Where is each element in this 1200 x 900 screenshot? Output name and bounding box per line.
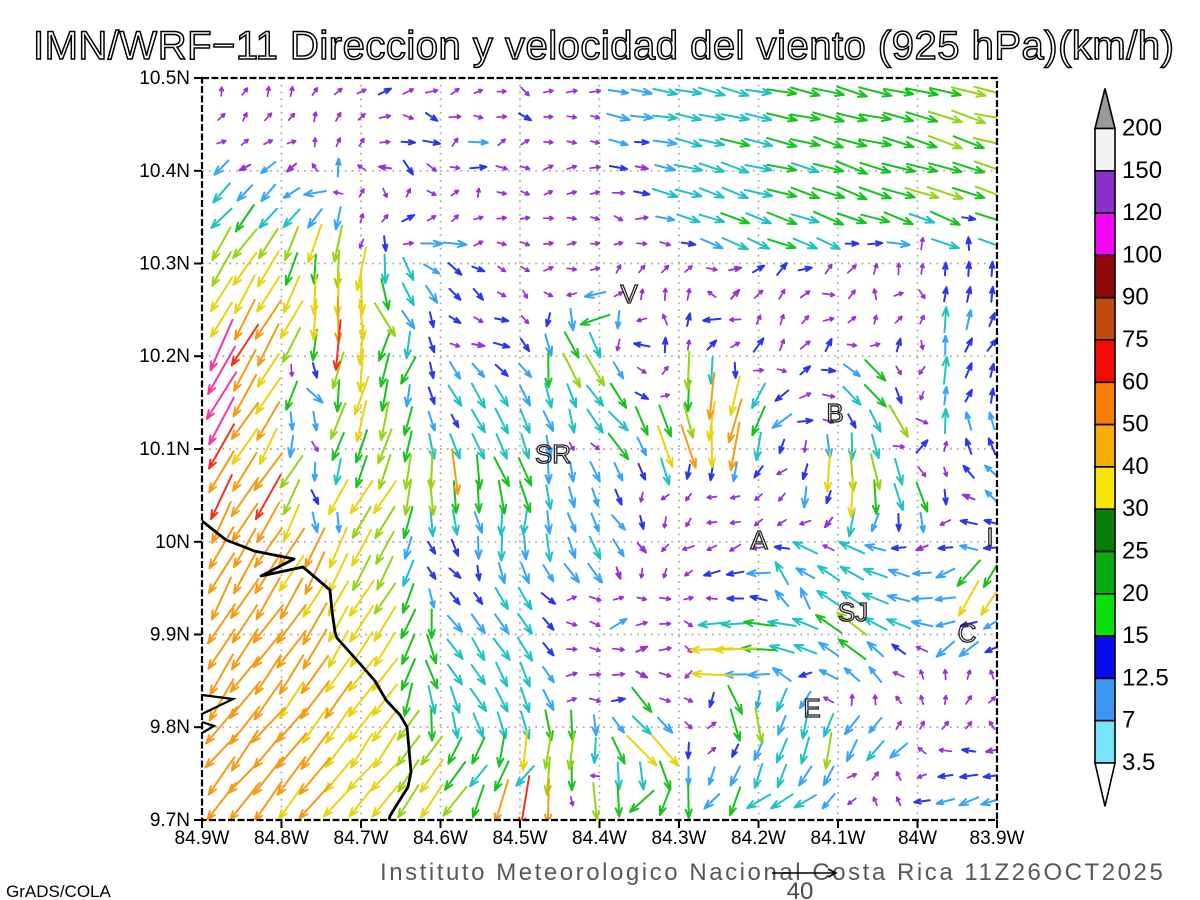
svg-text:200: 200: [1122, 115, 1162, 142]
svg-text:10.3N: 10.3N: [139, 254, 190, 275]
svg-text:9.8N: 9.8N: [150, 717, 190, 738]
svg-text:B: B: [826, 398, 843, 428]
svg-text:84.1W: 84.1W: [811, 828, 866, 849]
svg-text:84.9W: 84.9W: [175, 828, 230, 849]
svg-text:20: 20: [1122, 580, 1149, 607]
svg-text:40: 40: [787, 878, 814, 900]
svg-text:10.2N: 10.2N: [139, 346, 190, 367]
svg-text:84.2W: 84.2W: [731, 828, 786, 849]
svg-text:C: C: [958, 618, 977, 648]
svg-text:25: 25: [1122, 538, 1149, 565]
svg-text:40: 40: [1122, 453, 1149, 480]
svg-text:84.5W: 84.5W: [493, 828, 548, 849]
svg-text:10N: 10N: [155, 532, 190, 553]
svg-text:SJ: SJ: [838, 597, 868, 627]
svg-text:10.1N: 10.1N: [139, 439, 190, 460]
svg-text:10.4N: 10.4N: [139, 161, 190, 182]
svg-text:30: 30: [1122, 495, 1149, 522]
svg-text:60: 60: [1122, 368, 1149, 395]
svg-text:90: 90: [1122, 284, 1149, 311]
svg-text:3.5: 3.5: [1122, 749, 1155, 776]
svg-text:A: A: [750, 525, 768, 555]
svg-text:150: 150: [1122, 157, 1162, 184]
svg-text:9.9N: 9.9N: [150, 625, 190, 646]
svg-text:50: 50: [1122, 411, 1149, 438]
svg-text:84.4W: 84.4W: [572, 828, 627, 849]
svg-text:12.5: 12.5: [1122, 664, 1169, 691]
svg-text:7: 7: [1122, 707, 1135, 734]
svg-text:GrADS/COLA: GrADS/COLA: [6, 882, 112, 900]
svg-text:100: 100: [1122, 241, 1162, 268]
svg-text:10.5N: 10.5N: [139, 68, 190, 89]
svg-text:IMN/WRF−11 Direccion y velocid: IMN/WRF−11 Direccion y velocidad del vie…: [33, 24, 1174, 68]
svg-text:V: V: [620, 279, 638, 309]
svg-text:84.6W: 84.6W: [413, 828, 468, 849]
svg-text:I: I: [986, 522, 993, 552]
svg-text:120: 120: [1122, 199, 1162, 226]
svg-text:83.9W: 83.9W: [970, 828, 1025, 849]
svg-text:SR: SR: [535, 439, 571, 469]
svg-text:Instituto Meteorologico Nacion: Instituto Meteorologico Nacional Costa R…: [380, 859, 1165, 886]
svg-text:84W: 84W: [898, 828, 937, 849]
svg-text:84.8W: 84.8W: [254, 828, 309, 849]
svg-text:75: 75: [1122, 326, 1149, 353]
svg-text:84.7W: 84.7W: [334, 828, 389, 849]
svg-text:E: E: [803, 693, 820, 723]
svg-text:84.3W: 84.3W: [652, 828, 707, 849]
svg-text:9.7N: 9.7N: [150, 810, 190, 831]
svg-text:15: 15: [1122, 622, 1149, 649]
